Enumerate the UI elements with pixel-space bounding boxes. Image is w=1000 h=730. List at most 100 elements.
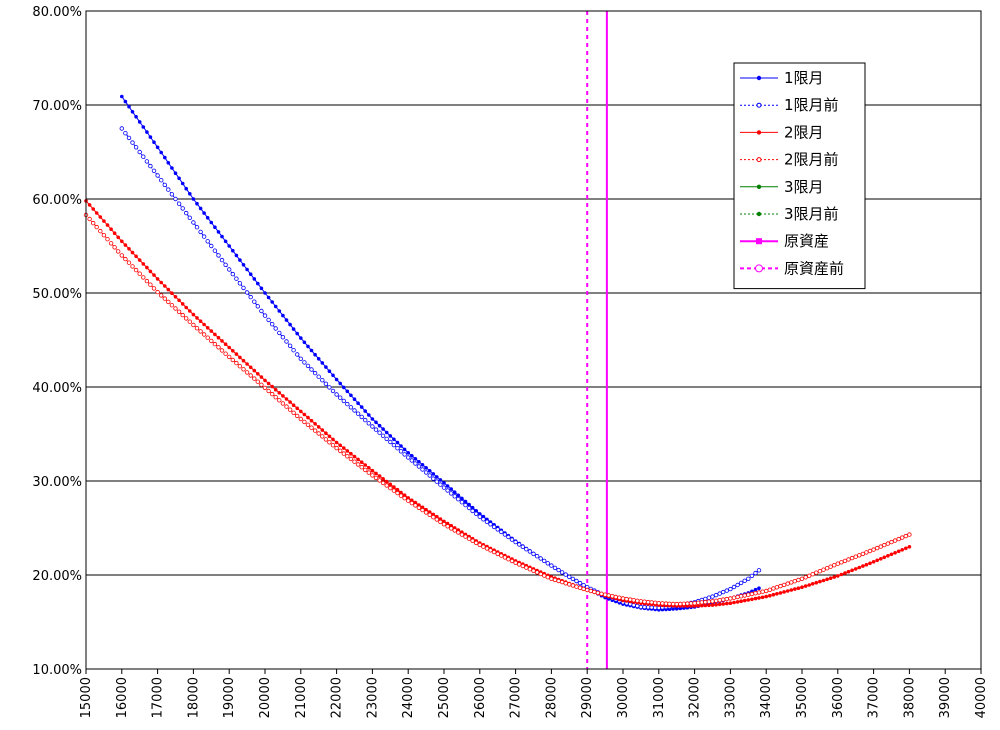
data-point: [757, 586, 761, 590]
data-point: [656, 601, 661, 606]
data-point: [169, 192, 175, 197]
data-point: [349, 451, 353, 456]
data-point: [119, 253, 124, 258]
data-point: [778, 583, 783, 589]
data-point: [431, 476, 436, 481]
data-point: [123, 99, 128, 104]
data-point: [313, 422, 317, 426]
data-point: [159, 150, 163, 155]
data-point: [374, 420, 378, 425]
data-point: [620, 596, 626, 601]
data-point: [678, 606, 683, 611]
data-point: [749, 573, 755, 579]
legend-label: 2限月: [784, 123, 824, 141]
data-point: [130, 110, 135, 114]
data-point: [395, 446, 400, 451]
x-tick-label: 24000: [401, 677, 416, 718]
data-point: [631, 598, 636, 603]
data-point: [151, 286, 157, 291]
data-point: [327, 434, 332, 439]
data-point: [356, 457, 360, 462]
data-point: [903, 533, 908, 539]
data-point: [552, 565, 558, 571]
data-point: [678, 601, 683, 607]
data-point: [416, 505, 422, 510]
data-point: [305, 422, 311, 427]
x-tick-label: 26000: [473, 677, 488, 718]
data-point: [699, 600, 704, 605]
data-point: [861, 564, 865, 568]
data-point: [828, 576, 833, 580]
data-point: [395, 490, 400, 496]
data-point: [857, 565, 862, 570]
data-point: [484, 519, 490, 524]
data-point: [821, 578, 826, 583]
data-point: [756, 568, 762, 573]
data-point: [402, 496, 407, 501]
data-point: [352, 454, 357, 459]
data-point: [158, 177, 164, 183]
data-point: [334, 392, 339, 397]
y-tick-label: 50.00%: [32, 287, 82, 302]
data-point: [817, 569, 823, 574]
data-point: [395, 440, 400, 445]
data-point: [231, 349, 235, 353]
data-point: [638, 599, 644, 604]
data-point: [713, 598, 719, 603]
data-point: [821, 567, 826, 572]
data-point: [205, 335, 210, 340]
data-point: [871, 547, 876, 552]
data-point: [277, 309, 282, 313]
data-point: [120, 239, 124, 244]
data-point: [280, 335, 286, 340]
data-point: [520, 544, 525, 549]
data-point: [803, 575, 808, 580]
data-point: [757, 596, 761, 600]
data-point: [201, 234, 207, 239]
data-point: [173, 295, 178, 299]
data-point: [91, 207, 95, 211]
data-point: [166, 299, 171, 305]
data-point: [674, 601, 679, 607]
data-point: [384, 430, 389, 435]
data-point: [188, 192, 192, 196]
x-tick-label: 19000: [222, 677, 237, 718]
data-point: [363, 409, 368, 413]
data-point: [438, 478, 443, 482]
data-point: [567, 582, 572, 587]
data-point: [423, 470, 429, 475]
data-point: [352, 397, 357, 402]
data-point: [435, 475, 439, 479]
data-point: [882, 555, 887, 560]
data-point: [391, 488, 397, 493]
data-point: [238, 355, 242, 360]
legend-marker: [756, 184, 762, 189]
data-point: [202, 211, 206, 215]
data-point: [800, 585, 804, 589]
data-point: [219, 348, 225, 353]
data-point: [731, 584, 737, 590]
data-point: [696, 600, 701, 605]
data-point: [402, 452, 407, 457]
legend-label: 原資産前: [784, 259, 844, 277]
data-point: [384, 479, 389, 484]
data-point: [879, 557, 883, 561]
data-point: [223, 351, 228, 356]
data-point: [248, 373, 253, 378]
data-point: [355, 462, 361, 467]
data-point: [367, 466, 371, 470]
data-point: [141, 154, 146, 159]
data-point: [724, 596, 729, 602]
data-point: [316, 374, 321, 379]
data-point: [115, 249, 121, 254]
data-point: [409, 458, 414, 463]
data-point: [531, 568, 536, 573]
data-point: [105, 236, 110, 242]
data-point: [123, 243, 128, 247]
data-point: [252, 368, 257, 373]
data-point: [416, 464, 422, 469]
data-point: [456, 497, 461, 502]
data-point: [299, 409, 303, 414]
data-point: [577, 585, 583, 590]
